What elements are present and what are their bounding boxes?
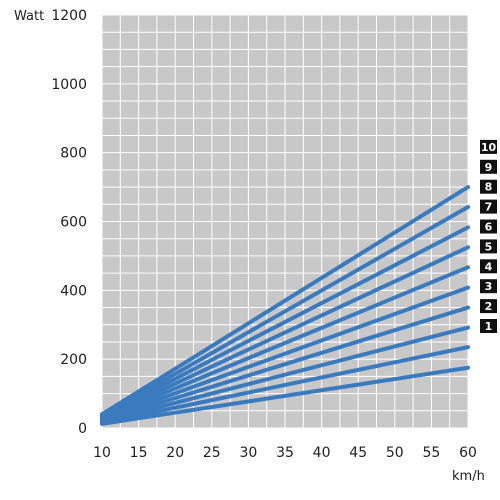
grid-lines: [101, 14, 469, 429]
level-label-2: 2: [485, 300, 493, 313]
y-tick-label: 800: [60, 146, 87, 162]
level-label-4: 4: [485, 260, 493, 273]
x-tick-label: 25: [203, 445, 221, 461]
y-axis-title: Watt: [14, 9, 44, 24]
x-tick-label: 15: [130, 445, 148, 461]
level-label-10: 10: [481, 141, 497, 154]
level-label-box-9: [480, 159, 497, 174]
x-axis-ticks: 10 15 20 25 30 35 40 45 50 55 60: [93, 445, 477, 461]
y-axis-ticks: 0 200 400 600 800 1000 1200: [51, 8, 87, 437]
level-label-box-5: [480, 239, 497, 254]
level-label-box-4: [480, 259, 497, 274]
level-label-box-1: [480, 319, 497, 333]
y-tick-label: 0: [78, 421, 87, 437]
series-line-10: [100, 185, 470, 417]
level-label-3: 3: [485, 280, 493, 293]
x-tick-label: 30: [239, 445, 257, 461]
x-tick-label: 20: [166, 445, 184, 461]
y-tick-label: 1000: [51, 77, 87, 93]
y-tick-label: 1200: [51, 8, 87, 24]
level-label-box-10: [480, 139, 497, 154]
series-line-9: [100, 205, 470, 418]
level-label-box-6: [480, 219, 497, 234]
y-tick-label: 200: [60, 352, 87, 368]
y-tick-label: 600: [60, 215, 87, 231]
level-label-box-8: [480, 179, 497, 194]
level-label-9: 9: [485, 161, 493, 174]
x-tick-label: 40: [313, 445, 331, 461]
x-tick-label: 35: [276, 445, 294, 461]
series-line-5: [100, 285, 470, 422]
series-lines: [100, 185, 470, 426]
level-label-6: 6: [485, 221, 493, 234]
series-level-labels: 1 2 3 4 5 6 7 8 9 10: [480, 139, 497, 333]
level-label-8: 8: [485, 181, 493, 194]
level-label-box-2: [480, 299, 497, 314]
series-line-3: [100, 325, 470, 424]
x-tick-label: 45: [349, 445, 367, 461]
level-label-5: 5: [485, 240, 493, 253]
x-axis-title: km/h: [452, 469, 485, 484]
series-line-8: [100, 225, 470, 419]
level-label-7: 7: [485, 201, 493, 214]
x-tick-label: 55: [422, 445, 440, 461]
x-tick-label: 60: [459, 445, 477, 461]
series-line-7: [100, 245, 470, 420]
x-tick-label: 50: [386, 445, 404, 461]
y-tick-label: 400: [60, 283, 87, 299]
level-label-1: 1: [485, 320, 493, 333]
level-label-box-3: [480, 279, 497, 294]
series-line-2: [100, 345, 470, 425]
series-line-4: [100, 305, 470, 423]
series-line-1: [100, 365, 470, 426]
level-label-box-7: [480, 199, 497, 214]
x-tick-label: 10: [93, 445, 111, 461]
series-line-6: [100, 265, 470, 421]
